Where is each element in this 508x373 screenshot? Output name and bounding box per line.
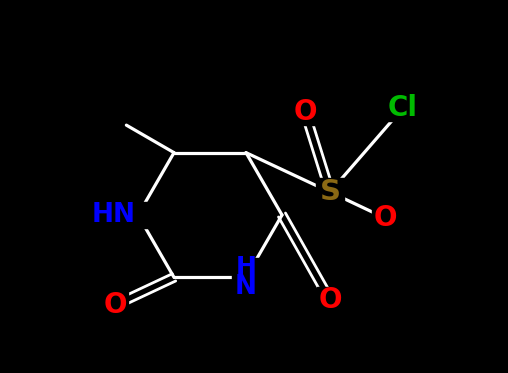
- Bar: [385, 95, 421, 121]
- Bar: [317, 287, 343, 313]
- Bar: [316, 178, 344, 206]
- Bar: [292, 99, 318, 125]
- Text: Cl: Cl: [388, 94, 418, 122]
- Bar: [232, 258, 260, 297]
- Text: S: S: [320, 178, 340, 206]
- Bar: [102, 292, 128, 318]
- Text: O: O: [318, 286, 342, 314]
- Text: O: O: [103, 291, 127, 319]
- Text: N: N: [235, 275, 257, 300]
- Text: H: H: [236, 256, 257, 279]
- Text: O: O: [373, 204, 397, 232]
- Bar: [372, 205, 398, 231]
- Text: HN: HN: [92, 202, 136, 228]
- Bar: [116, 202, 156, 228]
- Text: O: O: [293, 98, 317, 126]
